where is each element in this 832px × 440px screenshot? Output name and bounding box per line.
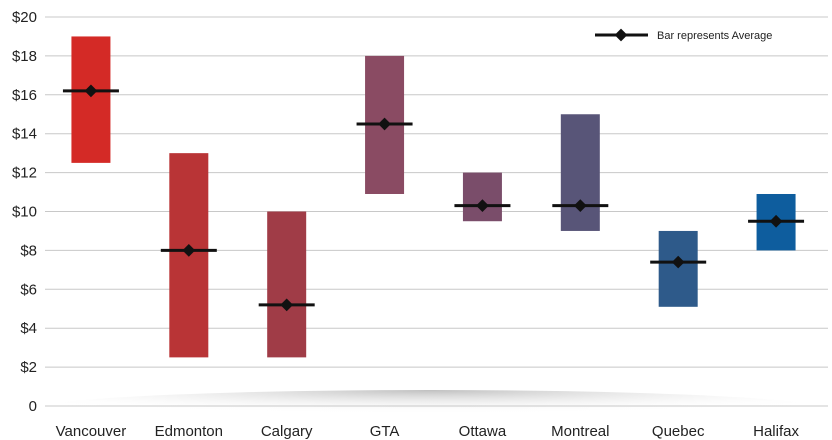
y-tick-label: $8 xyxy=(20,242,37,259)
x-category-label: GTA xyxy=(370,423,400,440)
x-category-label: Edmonton xyxy=(155,423,223,440)
y-tick-label: $12 xyxy=(12,165,37,182)
y-tick-label: $16 xyxy=(12,87,37,104)
y-tick-label: $2 xyxy=(20,359,37,376)
x-category-label: Halifax xyxy=(753,423,799,440)
range-bar-ottawa xyxy=(462,172,502,222)
legend: Bar represents Average xyxy=(595,28,772,42)
average-marker xyxy=(476,199,489,213)
range-bar-quebec xyxy=(658,230,698,307)
y-tick-label: 0 xyxy=(29,398,37,415)
bars xyxy=(62,36,805,358)
x-axis: Vancouver Edmonton Calgary GTA Ottawa Montrea… xyxy=(56,423,800,440)
average-marker xyxy=(182,244,196,257)
y-tick-label: $14 xyxy=(12,126,37,143)
y-tick-label: $4 xyxy=(20,320,37,337)
x-category-label: Quebec xyxy=(652,423,705,440)
y-axis: 0 $2 $4 $6 $8 $10 $12 $14 $16 $18 $20 xyxy=(12,9,37,415)
y-tick-label: $20 xyxy=(12,9,37,26)
x-category-label: Ottawa xyxy=(459,423,507,440)
average-marker xyxy=(280,298,294,312)
range-bar-vancouver xyxy=(71,36,111,163)
range-bar-calgary xyxy=(267,211,307,358)
range-bar-montreal xyxy=(560,114,600,231)
x-category-label: Vancouver xyxy=(56,423,127,440)
gridlines xyxy=(45,16,828,407)
y-tick-label: $10 xyxy=(12,204,37,221)
x-category-label: Calgary xyxy=(261,423,313,440)
legend-marker-icon xyxy=(614,28,628,42)
y-tick-label: $6 xyxy=(20,281,37,298)
x-category-label: Montreal xyxy=(551,423,609,440)
legend-label: Bar represents Average xyxy=(657,30,772,42)
average-marker xyxy=(378,117,391,131)
y-tick-label: $18 xyxy=(12,48,37,65)
floor-shadow xyxy=(30,390,830,430)
